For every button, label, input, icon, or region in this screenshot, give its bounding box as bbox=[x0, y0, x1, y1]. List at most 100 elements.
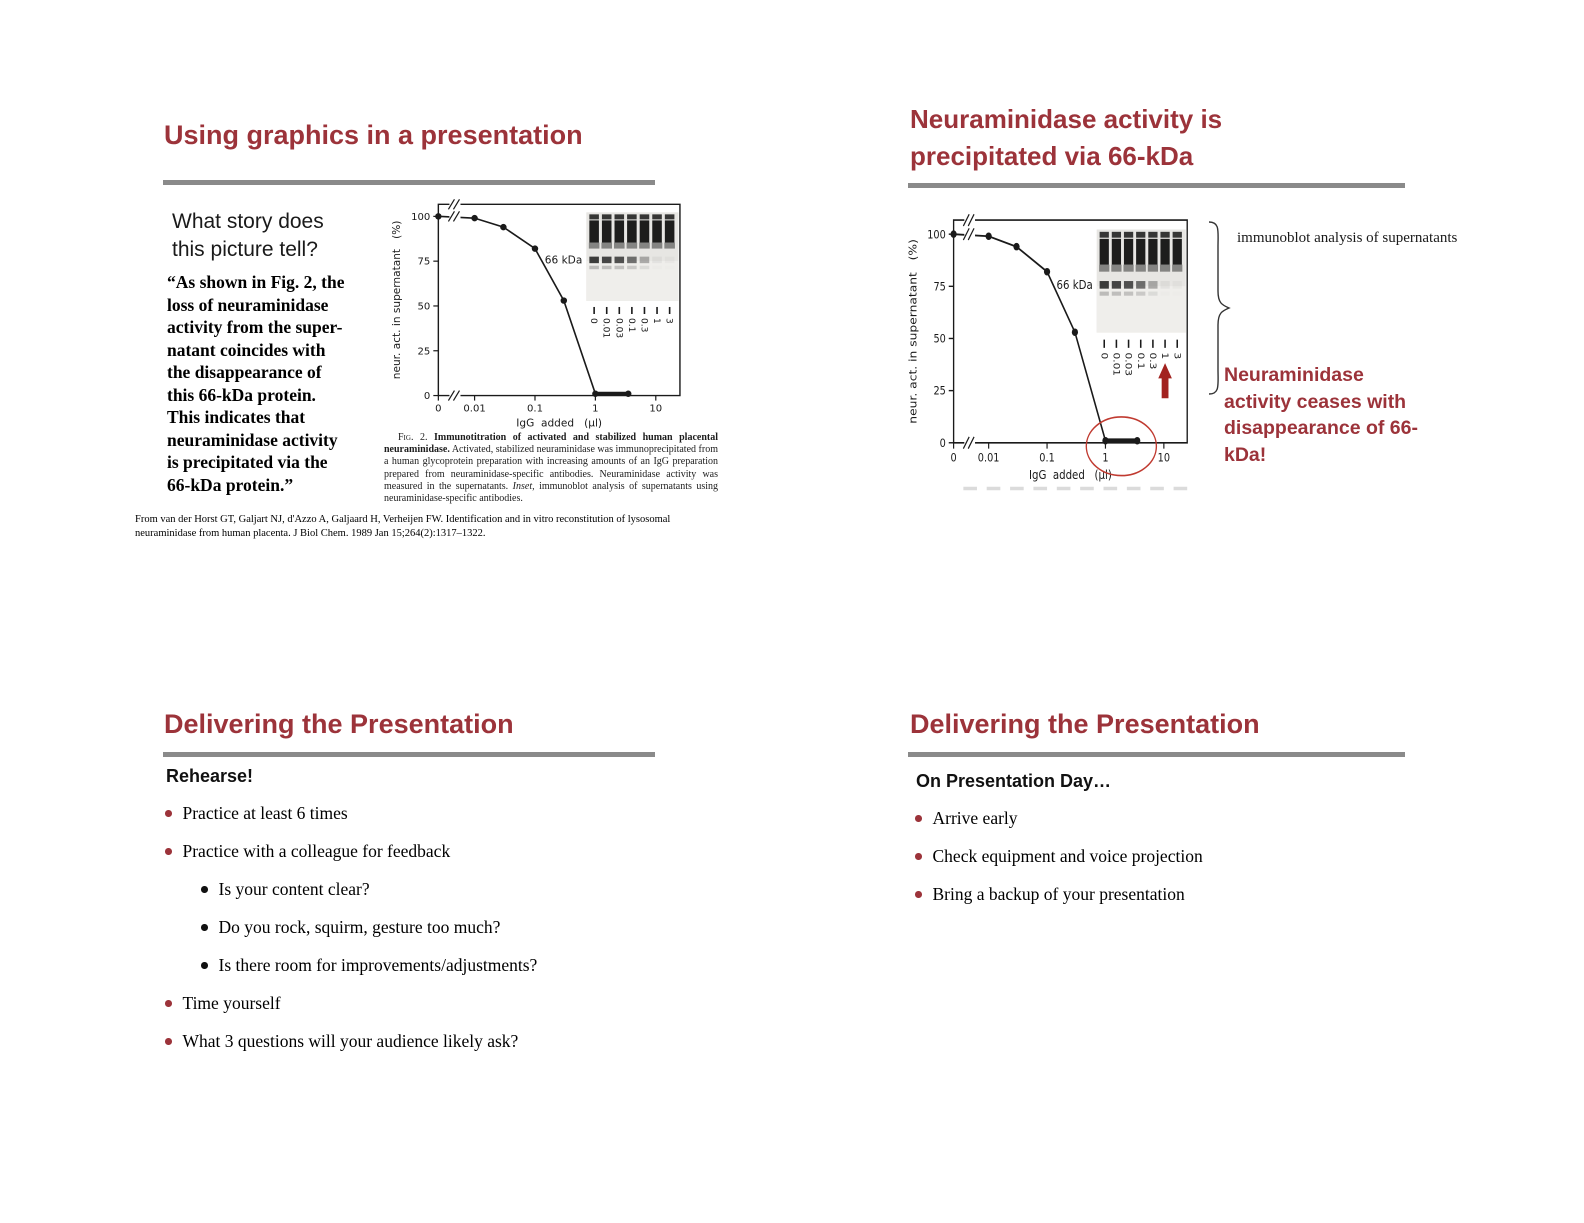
svg-text:0: 0 bbox=[940, 436, 946, 450]
svg-text:25: 25 bbox=[417, 346, 430, 357]
band-66kda bbox=[652, 256, 662, 264]
list-item: Time yourself bbox=[165, 991, 705, 1015]
red-arrow-icon bbox=[1158, 363, 1172, 399]
data-point bbox=[560, 297, 568, 304]
figure-caption: Fig. 2. Immunotitration of activated and… bbox=[384, 432, 719, 505]
svg-text:0.01: 0.01 bbox=[463, 404, 485, 415]
band-66kda bbox=[627, 256, 637, 264]
x-axis-label: IgG added (µl) bbox=[516, 418, 602, 430]
list-item: Is there room for improvements/adjustmen… bbox=[201, 953, 705, 977]
svg-text:10: 10 bbox=[649, 404, 662, 415]
band-66kda bbox=[1173, 281, 1182, 289]
svg-text:1: 1 bbox=[1102, 451, 1108, 465]
svg-text:100: 100 bbox=[927, 227, 946, 241]
y-axis-label: neur. act. in supernatant (%) bbox=[908, 239, 920, 424]
band-66kda bbox=[1123, 281, 1134, 289]
data-point bbox=[950, 230, 957, 238]
band-66kda bbox=[589, 256, 599, 264]
lane-label: 0.1 bbox=[1135, 353, 1145, 370]
svg-text:25: 25 bbox=[933, 384, 945, 398]
band-66kda bbox=[1099, 281, 1109, 289]
list-item: Practice at least 6 times bbox=[165, 801, 705, 825]
page-title: Delivering the Presentation bbox=[910, 709, 1260, 739]
title-divider bbox=[908, 183, 1405, 188]
title-divider bbox=[908, 752, 1405, 757]
list-item: Is your content clear? bbox=[201, 877, 705, 901]
brace-label: immunoblot analysis of supernatants bbox=[1237, 230, 1458, 246]
svg-text:0: 0 bbox=[951, 451, 957, 465]
svg-text:0: 0 bbox=[424, 391, 430, 402]
band-66kda bbox=[665, 257, 675, 264]
question-heading: What story does this picture tell? bbox=[172, 208, 324, 264]
question-line: What story does bbox=[172, 210, 324, 233]
band-66kda bbox=[1111, 281, 1122, 289]
data-point bbox=[1134, 436, 1141, 445]
data-point bbox=[625, 390, 632, 397]
data-point bbox=[985, 232, 992, 240]
band-66kda bbox=[1136, 281, 1146, 289]
band-66kda bbox=[1148, 281, 1158, 289]
band-66kda-label: 66 kDa bbox=[1057, 278, 1093, 292]
list-item: Do you rock, squirm, gesture too much? bbox=[201, 915, 705, 939]
lane-label: 1 bbox=[651, 318, 661, 324]
bullet-list: Arrive early Check equipment and voice p… bbox=[915, 806, 1435, 920]
data-point bbox=[1071, 328, 1079, 336]
list-item: Bring a backup of your presentation bbox=[915, 882, 1435, 906]
lane-label: 0.03 bbox=[1123, 353, 1133, 376]
question-line: this picture tell? bbox=[172, 238, 318, 261]
data-point bbox=[1043, 267, 1051, 276]
quote-block: “As shown in Fig. 2, the loss of neurami… bbox=[167, 272, 345, 495]
svg-text:0.1: 0.1 bbox=[527, 404, 543, 415]
list-item: What 3 questions will your audience like… bbox=[165, 1029, 705, 1053]
lane-label: 0 bbox=[1099, 353, 1109, 360]
section-heading: On Presentation Day… bbox=[916, 771, 1112, 791]
bullet-dot-icon bbox=[915, 891, 922, 898]
data-point bbox=[531, 245, 539, 252]
lane-label: 0.01 bbox=[1111, 353, 1121, 376]
bullet-list: Practice at least 6 times Practice with … bbox=[165, 801, 705, 1067]
lane-label: 0.03 bbox=[613, 318, 623, 338]
x-axis-label: IgG added (µl) bbox=[1029, 468, 1112, 482]
data-point bbox=[1013, 242, 1020, 251]
page-title: Delivering the Presentation bbox=[164, 709, 514, 739]
data-point bbox=[471, 214, 478, 222]
lane-label: 0.3 bbox=[638, 318, 648, 333]
list-item: Practice with a colleague for feedback bbox=[165, 839, 705, 863]
list-item: Arrive early bbox=[915, 806, 1435, 830]
bullet-dot-icon bbox=[201, 962, 208, 969]
bullet-dot-icon bbox=[201, 886, 208, 893]
reference-citation: From van der Horst GT, Galjart NJ, d'Azz… bbox=[135, 514, 671, 539]
lane-label: 0.01 bbox=[601, 318, 611, 338]
lane-label: 3 bbox=[664, 318, 674, 324]
lane-label: 0 bbox=[588, 318, 598, 324]
plot-frame bbox=[437, 203, 681, 397]
svg-text:50: 50 bbox=[933, 332, 946, 346]
band-66kda bbox=[601, 256, 612, 264]
data-point bbox=[435, 213, 442, 220]
bullet-dot-icon bbox=[165, 848, 172, 855]
lane-label: 1 bbox=[1159, 353, 1169, 360]
band-66kda-label: 66 kDa bbox=[545, 255, 583, 267]
lane-label: 3 bbox=[1172, 353, 1182, 360]
page-title: Using graphics in a presentation bbox=[164, 120, 583, 150]
data-point bbox=[1102, 436, 1109, 445]
bullet-dot-icon bbox=[165, 1038, 172, 1045]
svg-text:0: 0 bbox=[435, 404, 441, 415]
highlight-ellipse bbox=[1085, 416, 1158, 477]
curly-brace-icon bbox=[1208, 221, 1231, 395]
list-item: Check equipment and voice projection bbox=[915, 844, 1435, 868]
svg-text:50: 50 bbox=[417, 301, 430, 312]
section-heading: Rehearse! bbox=[166, 766, 254, 786]
svg-text:100: 100 bbox=[411, 212, 430, 223]
svg-text:1: 1 bbox=[592, 404, 598, 415]
lane-label: 0.1 bbox=[626, 318, 636, 332]
y-axis-label: neur. act. in supernatant (%) bbox=[391, 221, 403, 380]
callout-text: Neuraminidase activity ceases with disap… bbox=[1224, 364, 1418, 466]
svg-text:0.01: 0.01 bbox=[978, 451, 1000, 465]
bullet-dot-icon bbox=[165, 1000, 172, 1007]
band-66kda bbox=[639, 256, 650, 264]
page-title: Neuraminidase activity is precipitated v… bbox=[910, 104, 1223, 171]
bullet-dot-icon bbox=[201, 924, 208, 931]
